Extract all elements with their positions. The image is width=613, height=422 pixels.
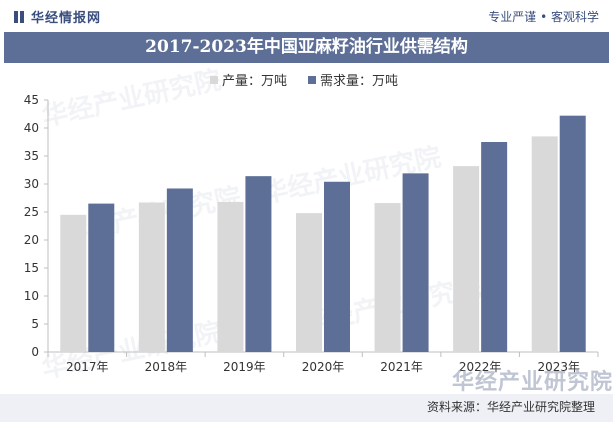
bar-demand bbox=[559, 115, 586, 353]
y-tick-label: 10 bbox=[24, 289, 39, 303]
bar-production bbox=[374, 203, 401, 352]
top-bar: 华经情报网 专业严谨 • 客观科学 bbox=[0, 0, 613, 32]
y-tick-label: 25 bbox=[24, 205, 39, 219]
legend-swatch bbox=[308, 76, 316, 84]
x-tick-label: 2020年 bbox=[302, 360, 345, 374]
y-tick-label: 40 bbox=[24, 121, 39, 135]
y-tick-label: 30 bbox=[24, 177, 39, 191]
x-tick-label: 2017年 bbox=[66, 360, 109, 374]
bar-demand bbox=[324, 181, 350, 352]
y-tick-label: 35 bbox=[24, 149, 39, 163]
x-tick-label: 2018年 bbox=[145, 360, 188, 374]
y-tick-label: 15 bbox=[24, 261, 39, 275]
bar-production bbox=[296, 213, 322, 352]
x-tick-label: 2021年 bbox=[380, 360, 423, 374]
footer: 资料来源：华经产业研究院整理 bbox=[0, 394, 613, 422]
bar-demand bbox=[166, 188, 193, 352]
bar-production bbox=[60, 214, 87, 352]
bar-chart: 0 5 10 15 20 25 30 35 40 45 2017年 2018年 2019年 2020年 20… bbox=[24, 74, 599, 374]
chart-title: 2017-2023年中国亚麻籽油行业供需结构 bbox=[4, 32, 609, 63]
bar-demand bbox=[88, 203, 115, 352]
watermark-brand: 华经产业研究院 bbox=[452, 370, 613, 395]
brand-name: 华经情报网 bbox=[31, 11, 102, 26]
brand: 华经情报网 bbox=[14, 7, 101, 26]
y-tick-label: 45 bbox=[24, 93, 39, 107]
bar-production bbox=[453, 166, 480, 352]
y-tick-label: 0 bbox=[31, 345, 39, 359]
x-tick-label: 2023年 bbox=[537, 360, 580, 374]
x-tick-label: 2022年 bbox=[459, 360, 502, 374]
legend-label: 需求量：万吨 bbox=[320, 74, 398, 89]
bar-production bbox=[217, 201, 244, 352]
source-note: 资料来源：华经产业研究院整理 bbox=[426, 400, 595, 414]
y-tick-label: 5 bbox=[31, 317, 39, 331]
x-tick-label: 2019年 bbox=[223, 360, 266, 374]
bar-demand bbox=[245, 176, 272, 352]
brand-logo-icon bbox=[14, 10, 24, 23]
bar-demand bbox=[481, 142, 508, 352]
bar-production bbox=[138, 202, 165, 352]
y-tick-label: 20 bbox=[24, 233, 39, 247]
tagline: 专业严谨 • 客观科学 bbox=[488, 10, 599, 24]
legend-swatch bbox=[210, 76, 218, 84]
bar-production bbox=[531, 136, 558, 352]
legend-label: 产量：万吨 bbox=[222, 74, 287, 89]
bar-demand bbox=[402, 173, 429, 352]
